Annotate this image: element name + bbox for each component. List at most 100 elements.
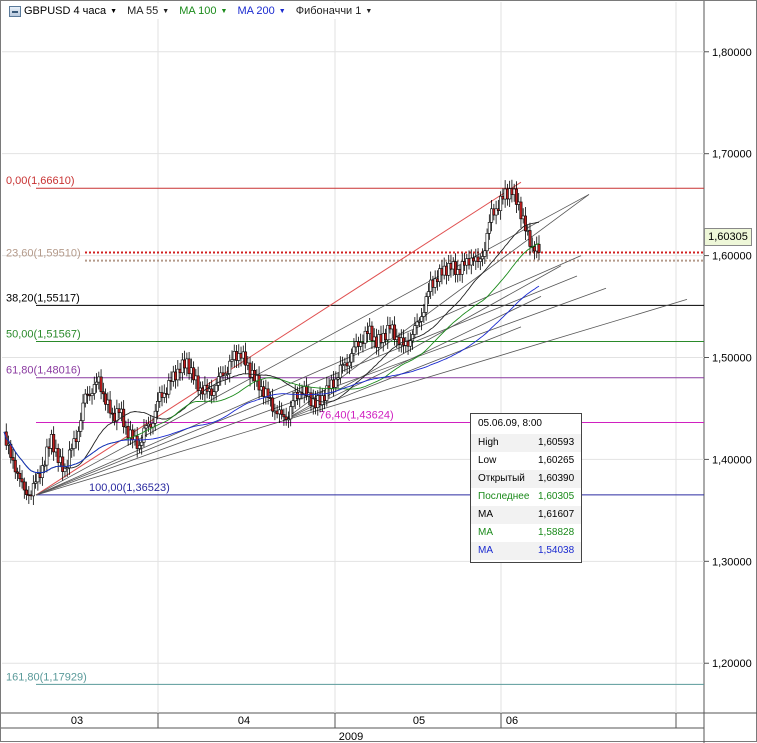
fib-level-label: 38,20(1,55117)	[6, 292, 80, 304]
info-row: MA 1,54038	[471, 542, 581, 560]
candle-body	[31, 483, 35, 497]
y-tick-label: 1,20000	[712, 658, 752, 670]
x-tick-label: 06	[506, 715, 518, 727]
candle-body	[370, 325, 374, 342]
candle-body	[289, 406, 293, 420]
fibonacci-selector[interactable]: Фибоначчи 1 ▼	[296, 5, 373, 17]
candle-body	[196, 375, 200, 391]
candle-body	[393, 324, 397, 340]
candle-body	[20, 478, 24, 483]
candle-body	[483, 250, 487, 257]
candle-body	[25, 489, 29, 495]
info-value: 1,61607	[538, 509, 575, 520]
candle-body	[490, 208, 494, 223]
candle-body	[214, 385, 218, 393]
candle-body	[469, 257, 473, 266]
symbol-selector[interactable]: GBPUSD 4 часа ▼	[9, 5, 117, 17]
x-tick-label: 03	[71, 715, 83, 727]
candle-body	[137, 445, 141, 449]
candle-body	[144, 425, 148, 429]
candle-body	[284, 416, 288, 420]
info-key: MA	[478, 545, 493, 556]
info-value: 1,60305	[538, 491, 575, 502]
candle-body	[420, 316, 424, 322]
ma200-label: MA 200	[237, 5, 275, 17]
info-value: 1,58828	[538, 527, 575, 538]
candle-body	[81, 402, 85, 421]
candle-body	[176, 368, 180, 381]
candle-body	[413, 325, 417, 335]
crosshair-info-box: 05.06.09, 8:00 High 1,60593 Low 1,60265 Откр…	[470, 413, 582, 563]
y-tick-label: 1,80000	[712, 47, 752, 59]
candle-body	[519, 201, 523, 220]
candle-body	[83, 393, 87, 404]
candle-body	[499, 195, 503, 211]
candle-body	[162, 393, 166, 398]
candle-body	[487, 222, 491, 234]
y-tick-label: 1,50000	[712, 353, 752, 365]
candle-body	[63, 467, 67, 472]
info-row: Последнее 1,60305	[471, 488, 581, 506]
candle-body	[108, 399, 112, 414]
ma200-line	[3, 285, 540, 474]
candle-body	[228, 360, 232, 374]
candle-body	[167, 380, 171, 395]
chart-type-icon	[9, 5, 21, 17]
candle-body	[528, 230, 532, 247]
candle-body	[76, 431, 80, 442]
candle-body	[142, 427, 146, 443]
candle-body	[523, 215, 527, 232]
fib-level-label: 23,60(1,59510)	[6, 248, 81, 260]
candle-body	[56, 448, 60, 463]
candle-body	[514, 188, 518, 205]
candle-body	[230, 359, 234, 362]
candle-body	[478, 258, 482, 262]
candle-body	[104, 393, 108, 405]
candle-body	[417, 321, 421, 323]
candle-body	[192, 367, 196, 381]
candle-body	[347, 361, 351, 367]
candle-body	[92, 384, 96, 394]
chevron-down-icon: ▼	[365, 7, 373, 15]
ma55-selector[interactable]: MA 55 ▼	[127, 5, 169, 17]
candle-body	[298, 391, 302, 399]
candle-body	[22, 481, 26, 491]
candle-body	[72, 438, 76, 449]
candle-body	[338, 364, 342, 378]
fib-level-label: 0,00(1,66610)	[6, 175, 75, 187]
info-key: MA	[478, 509, 493, 520]
candle-body	[216, 376, 220, 386]
candle-body	[122, 408, 126, 427]
candle-body	[408, 340, 412, 347]
info-key: MA	[478, 527, 493, 538]
candle-body	[45, 446, 49, 466]
candle-body	[447, 263, 451, 276]
info-key: Открытый	[478, 473, 525, 484]
candle-body	[140, 441, 144, 446]
candle-body	[212, 391, 216, 396]
ma55-line	[3, 221, 540, 474]
candle-body	[411, 334, 415, 342]
info-key: Последнее	[478, 491, 530, 502]
candle-body	[271, 397, 275, 412]
ma55-label: MA 55	[127, 5, 159, 17]
candle-body	[244, 351, 248, 366]
fib-level-label: 50,00(1,51567)	[6, 329, 81, 341]
fib-level-label: 61,80(1,48016)	[6, 365, 81, 377]
candle-body	[291, 400, 295, 407]
ma100-selector[interactable]: MA 100 ▼	[179, 5, 227, 17]
ma200-selector[interactable]: MA 200 ▼	[237, 5, 285, 17]
candle-body	[34, 481, 38, 484]
candle-body	[485, 233, 489, 252]
candle-body	[424, 296, 428, 313]
candle-body	[341, 364, 345, 366]
fib-level-label: 76,40(1,43624)	[319, 409, 394, 421]
candle-body	[334, 378, 338, 388]
candle-body	[70, 448, 74, 451]
symbol-label: GBPUSD 4 часа	[24, 5, 107, 17]
x-tick-label: 04	[238, 715, 250, 727]
candle-body	[422, 312, 426, 317]
info-value: 1,60265	[538, 455, 575, 466]
